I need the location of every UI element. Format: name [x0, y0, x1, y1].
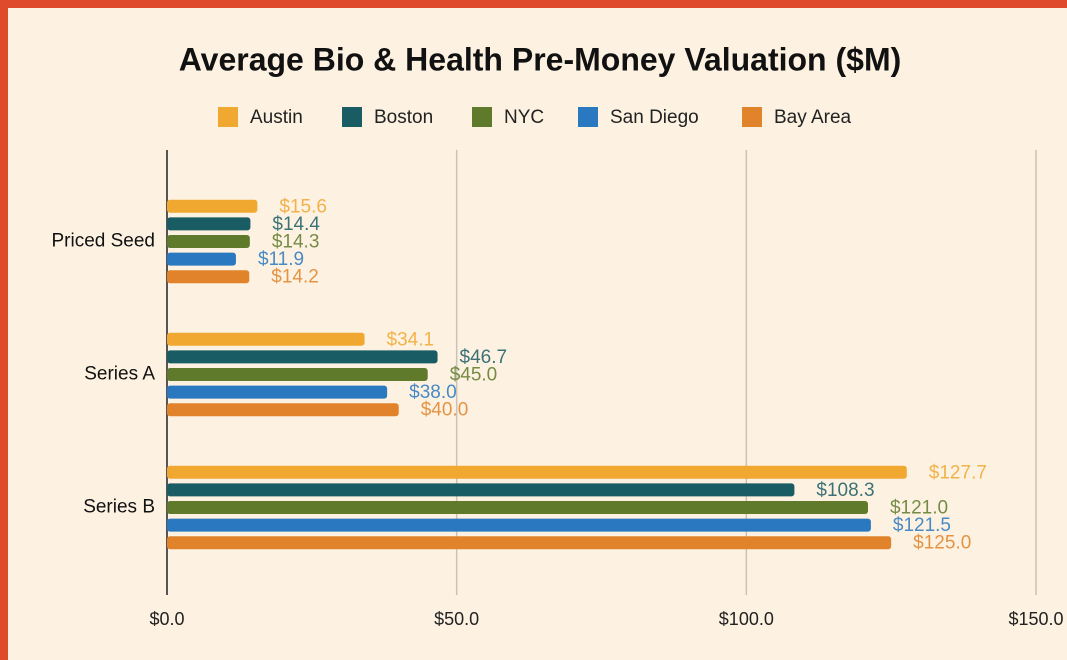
legend-label: NYC: [504, 107, 544, 128]
data-label: $11.9: [258, 249, 304, 270]
bar: [167, 368, 428, 381]
bar: [167, 235, 250, 248]
data-label: $125.0: [913, 533, 971, 554]
x-tick-label: $150.0: [1008, 609, 1063, 629]
data-label: $15.6: [279, 196, 327, 217]
data-label: $108.3: [816, 480, 874, 501]
bar: [167, 385, 388, 399]
bar: [167, 350, 438, 364]
chart: Average Bio & Health Pre-Money Valuation…: [51, 41, 1063, 629]
chart-title: Average Bio & Health Pre-Money Valuation…: [179, 41, 902, 77]
y-tick-label: Series B: [83, 497, 155, 518]
x-tick-label: $0.0: [149, 609, 184, 629]
bar: [167, 217, 251, 231]
legend-swatch: [218, 107, 238, 127]
legend-label: San Diego: [610, 107, 699, 128]
legend-swatch: [472, 107, 492, 127]
x-tick-label: $100.0: [719, 609, 774, 629]
data-label: $14.4: [272, 214, 320, 235]
data-label: $40.0: [421, 400, 469, 421]
x-tick-label: $50.0: [434, 609, 479, 629]
bar: [167, 536, 892, 550]
data-label: $45.0: [450, 365, 498, 386]
data-label: $14.3: [272, 232, 320, 253]
bar: [167, 332, 365, 346]
bar: [167, 403, 399, 417]
legend-swatch: [578, 107, 598, 127]
data-label: $127.7: [929, 462, 987, 483]
legend-swatch: [742, 107, 762, 127]
y-tick-label: Series A: [84, 364, 155, 385]
bar: [167, 252, 236, 266]
bar: [167, 465, 907, 479]
bar: [167, 501, 868, 514]
data-label: $121.5: [893, 515, 951, 536]
bar: [167, 199, 258, 213]
legend-label: Austin: [250, 107, 303, 128]
data-label: $14.2: [271, 267, 319, 288]
chart-background: Average Bio & Health Pre-Money Valuation…: [8, 8, 1067, 660]
data-label: $34.1: [387, 329, 435, 350]
bar: [167, 483, 795, 497]
data-label: $46.7: [460, 347, 508, 368]
bar: [167, 518, 871, 532]
data-label: $38.0: [409, 382, 457, 403]
y-tick-label: Priced Seed: [51, 231, 155, 252]
legend-label: Bay Area: [774, 107, 852, 128]
legend-label: Boston: [374, 107, 433, 128]
bar: [167, 270, 250, 284]
data-label: $121.0: [890, 498, 948, 519]
legend-swatch: [342, 107, 362, 127]
